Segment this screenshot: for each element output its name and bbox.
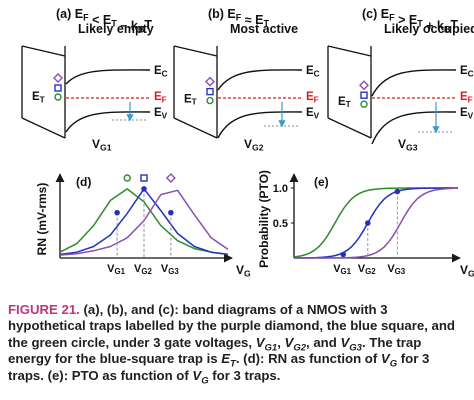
trap-circle-icon (360, 100, 368, 108)
trap-square-icon (206, 87, 214, 96)
trap-square-icon (140, 174, 148, 182)
caption-vg-sub: G (389, 358, 398, 370)
caption-vg2: V (284, 334, 294, 350)
valence-band (371, 111, 457, 145)
gate-voltage-label: VG1 (92, 137, 112, 152)
label-ec: EC (154, 65, 168, 78)
conduction-band (217, 69, 303, 91)
caption-text-4: for 3 traps. (e): PTO as function of (8, 351, 430, 383)
rn-plot: RN (mV-rms) VG (d) VG1 VG2 VG3 (35, 173, 251, 278)
trap-diamond-icon (359, 80, 369, 91)
x-tick-label: VG3 (387, 263, 405, 276)
data-point (340, 251, 347, 258)
caption-text-1: (a), (b), and (c): band diagrams of a NM… (8, 302, 455, 350)
caption-vg1-sub: G1 (264, 342, 278, 354)
data-point (365, 220, 371, 226)
trap-diamond-icon (205, 76, 215, 87)
panel-condition-1: (a) EF < ET − kBT (56, 7, 152, 35)
trap-circle-icon (54, 93, 62, 101)
caption-et: E (221, 351, 231, 367)
label-ev: EV (154, 107, 168, 120)
panel-condition-2: (b) EF ≈ ET (208, 7, 269, 29)
data-point (114, 209, 120, 216)
x-tick-label: VG2 (358, 263, 376, 276)
caption-vg-b: V (192, 367, 202, 383)
label-ev: EV (460, 107, 474, 120)
label-ec: EC (460, 65, 474, 78)
y-axis-label: RN (mV-rms) (35, 183, 49, 256)
panel-condition-3: (c) EF > ET + kBT (362, 7, 458, 35)
oxide-top (327, 45, 372, 57)
caption-label: FIGURE 21. (8, 302, 80, 317)
label-ef: EF (306, 91, 319, 104)
caption-sep-1: , (277, 334, 285, 350)
panel-status-3: Likely occupied (384, 22, 474, 36)
trap-square-icon (360, 91, 368, 99)
label-et: ET (184, 93, 197, 106)
conduction-band (65, 69, 151, 85)
x-tick-label: VG2 (134, 263, 152, 276)
label-et: ET (338, 96, 351, 109)
y-tick-label: 1.0 (273, 183, 288, 195)
pto-plot: Probability (PTO) VG (e) 0.5 1.0 VG1 VG2 VG3 (257, 170, 474, 278)
panel-tag: (d) (76, 175, 91, 189)
series-line-1 (293, 187, 458, 258)
caption-sep-2: , and (306, 334, 341, 350)
label-ef: EF (460, 91, 473, 104)
oxide-bottom (21, 117, 66, 139)
gate-voltage-label: VG3 (398, 137, 418, 152)
label-ec: EC (306, 65, 320, 78)
caption-text-5: for 3 traps. (208, 367, 281, 383)
oxide-top (21, 45, 66, 57)
oxide-bottom (327, 117, 372, 139)
x-tick-label: VG1 (333, 263, 351, 276)
series-line-3 (294, 187, 459, 259)
label-ef: EF (154, 91, 167, 104)
caption-text-3: . (d): RN as function of (235, 351, 381, 367)
panel-status-2: Most active (230, 22, 298, 36)
label-ev: EV (306, 107, 320, 120)
trap-square-icon (54, 84, 62, 92)
caption-text-2: . The trap energy for the blue-square tr… (8, 334, 422, 367)
valence-band (217, 111, 303, 139)
data-point (168, 209, 174, 216)
y-tick-label: 0.5 (273, 218, 288, 230)
x-axis-label: VG (236, 263, 251, 278)
label-et: ET (32, 91, 45, 104)
oxide-top (173, 45, 218, 57)
gate-voltage-label: VG2 (244, 137, 264, 152)
caption-vg3: V (340, 334, 350, 350)
caption-vg: V (380, 351, 390, 367)
trap-circle-icon (206, 96, 214, 105)
panel-tag: (e) (314, 175, 329, 189)
caption-vg-b-sub: G (201, 375, 209, 387)
x-axis-label: VG (460, 263, 474, 278)
oxide-bottom (173, 117, 218, 139)
trap-diamond-icon (165, 173, 176, 183)
caption-vg1: V (255, 334, 265, 350)
caption-vg3-sub: G3 (349, 342, 362, 354)
y-axis-label: Probability (PTO) (257, 170, 271, 268)
valence-band (65, 111, 151, 133)
figure-caption: FIGURE 21. (a), (b), and (c): band diagr… (8, 302, 468, 387)
trap-circle-icon (123, 174, 131, 182)
data-point (141, 186, 147, 192)
data-point (394, 188, 401, 195)
caption-vg2-sub: G2 (293, 342, 307, 354)
x-tick-label: VG1 (107, 263, 125, 276)
caption-et-sub: T (230, 358, 236, 370)
conduction-band (371, 69, 457, 97)
x-tick-label: VG3 (161, 263, 179, 276)
trap-diamond-icon (53, 73, 63, 83)
panel-status-1: Likely empty (78, 22, 154, 36)
